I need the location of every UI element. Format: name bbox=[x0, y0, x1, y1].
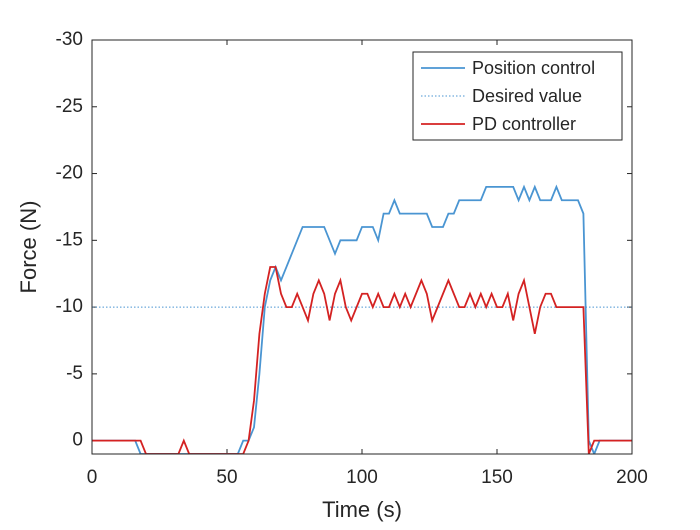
legend-box bbox=[412, 51, 623, 141]
y-tick-label: -10 bbox=[56, 296, 83, 317]
y-tick-label: -20 bbox=[56, 163, 83, 184]
y-tick-label: -5 bbox=[66, 363, 83, 384]
x-tick-label: 150 bbox=[481, 467, 513, 488]
x-tick-label: 50 bbox=[216, 467, 237, 488]
x-tick-label: 0 bbox=[87, 467, 98, 488]
data-line bbox=[92, 266, 632, 454]
x-tick-label: 100 bbox=[346, 467, 378, 488]
y-axis-label: Force (N) bbox=[16, 201, 41, 294]
legend-label: Desired value bbox=[472, 86, 582, 106]
y-tick-label: -25 bbox=[56, 96, 83, 117]
x-axis-label: Time (s) bbox=[322, 497, 402, 522]
axes-box bbox=[91, 39, 633, 455]
y-tick-label: -30 bbox=[56, 29, 83, 50]
legend-label: Position control bbox=[472, 58, 595, 78]
legend-label: PD controller bbox=[472, 114, 576, 134]
data-line bbox=[92, 184, 632, 454]
y-tick-label: 0 bbox=[72, 430, 83, 451]
x-tick-label: 200 bbox=[616, 467, 648, 488]
y-tick-label: -15 bbox=[56, 229, 83, 250]
